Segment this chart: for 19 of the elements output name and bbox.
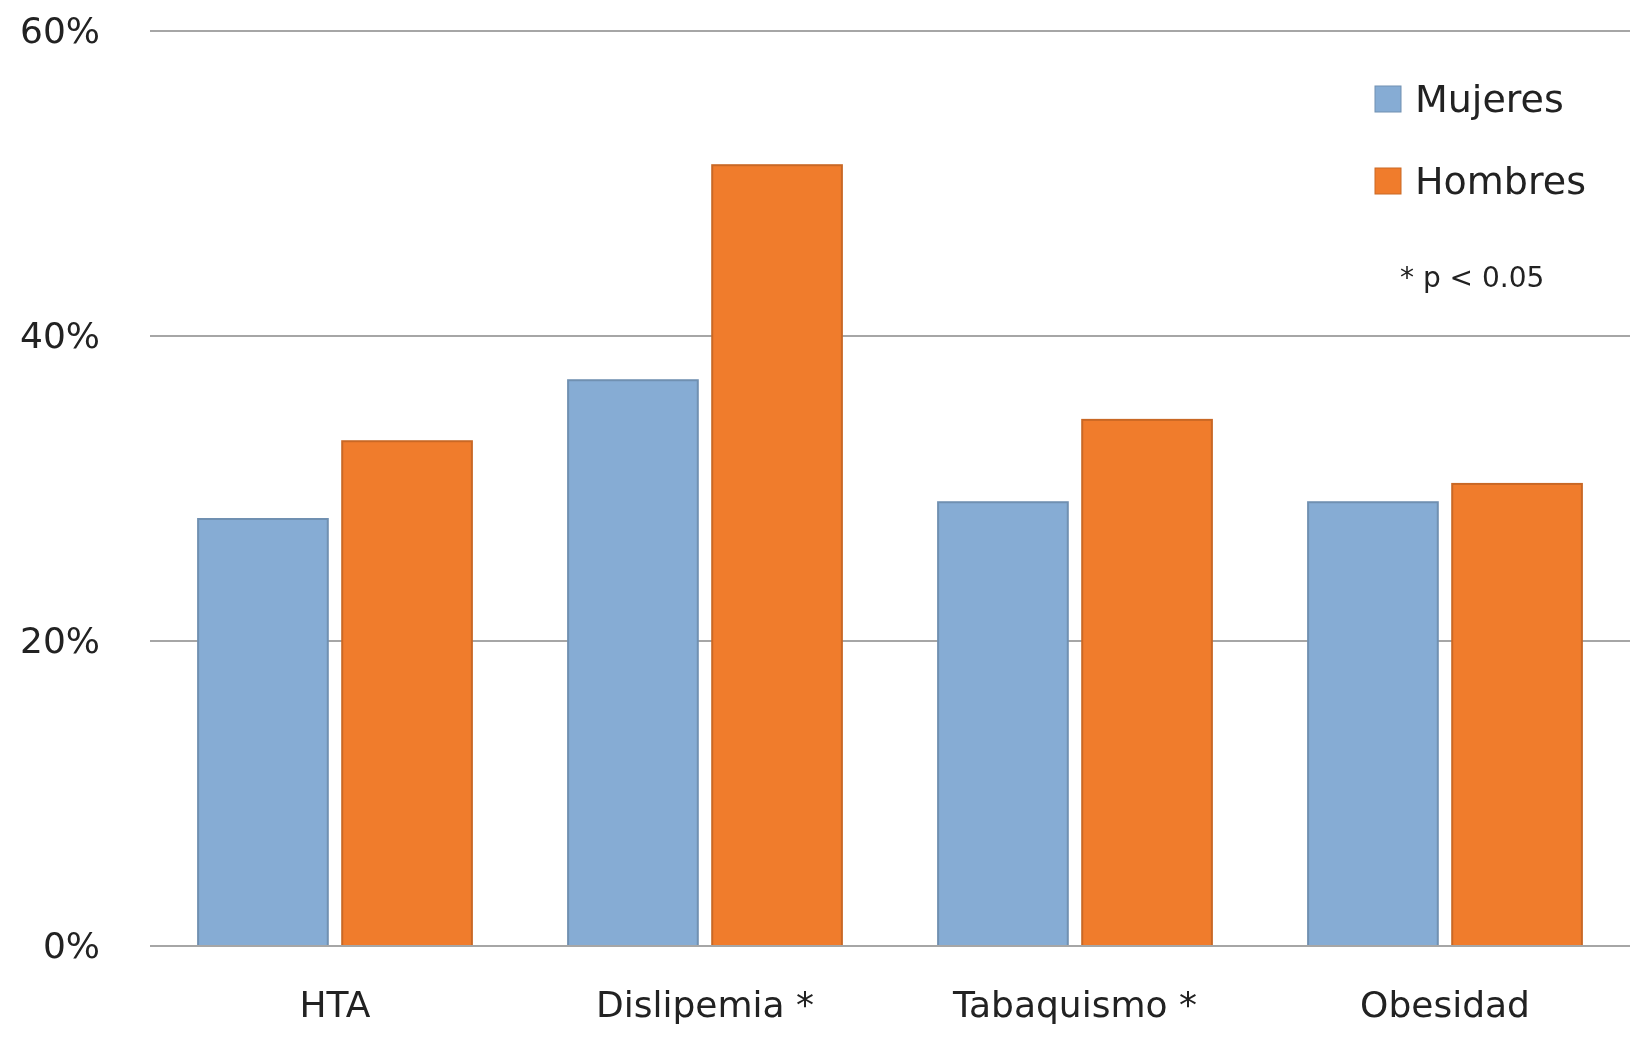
bar (1307, 501, 1439, 947)
x-tick-label: Tabaquismo * (952, 983, 1197, 1025)
bar (567, 379, 699, 947)
bar (197, 518, 329, 947)
legend-label: Mujeres (1415, 77, 1564, 121)
bar (1081, 418, 1213, 947)
y-tick-label: 20% (19, 620, 100, 662)
bar (341, 440, 473, 947)
y-tick-label: 40% (19, 315, 100, 357)
x-tick-label: Dislipemia * (595, 983, 815, 1025)
annotation: * p < 0.05 (1400, 261, 1545, 294)
legend-label: Hombres (1415, 159, 1586, 203)
bar (711, 164, 843, 947)
x-tick-label: HTA (299, 983, 371, 1025)
y-tick-label: 0% (42, 925, 100, 967)
y-tick-label: 60% (19, 10, 100, 52)
x-tick-label: Obesidad (1360, 983, 1530, 1025)
bar (937, 501, 1069, 947)
bar (1451, 482, 1583, 947)
